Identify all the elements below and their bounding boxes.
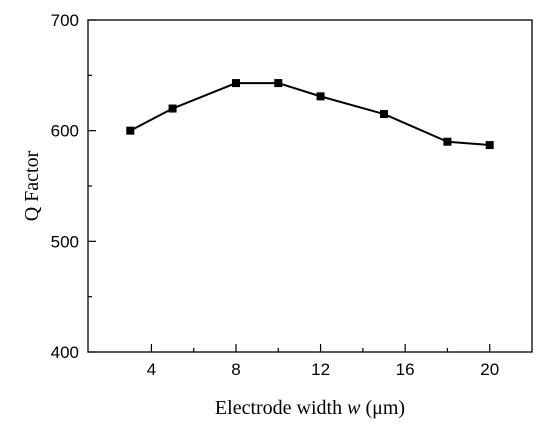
x-axis-title-variable: w (347, 397, 361, 419)
data-point-marker (316, 92, 325, 101)
data-point-marker (274, 79, 283, 88)
data-point-marker (485, 141, 494, 150)
x-tick-label: 8 (231, 360, 240, 379)
series-layer (126, 79, 494, 150)
y-tick-label: 600 (51, 122, 79, 141)
x-tick-label: 20 (480, 360, 499, 379)
x-axis-title: Electrode width w (μm) (215, 397, 405, 419)
y-tick-label: 400 (51, 343, 79, 362)
y-tick-label: 700 (51, 11, 79, 30)
data-point-marker (232, 79, 240, 88)
x-tick-label: 16 (396, 360, 415, 379)
plot-frame (87, 19, 533, 353)
ticks-layer (88, 19, 491, 353)
data-point-marker (380, 110, 388, 119)
data-point-marker (126, 126, 135, 135)
y-tick-label: 500 (51, 232, 79, 251)
x-axis-title-unit: (μm) (360, 397, 405, 419)
data-point-marker (168, 104, 177, 113)
data-point-marker (443, 137, 452, 146)
y-axis-title: Q Factor (21, 150, 43, 221)
series-line (129, 82, 490, 147)
x-axis-title-text: Electrode width (215, 397, 347, 419)
labels-layer: 4 8 12 16 20 400 500 600 700 (51, 11, 500, 379)
x-tick-label: 12 (311, 360, 330, 379)
x-tick-label: 4 (147, 360, 156, 379)
